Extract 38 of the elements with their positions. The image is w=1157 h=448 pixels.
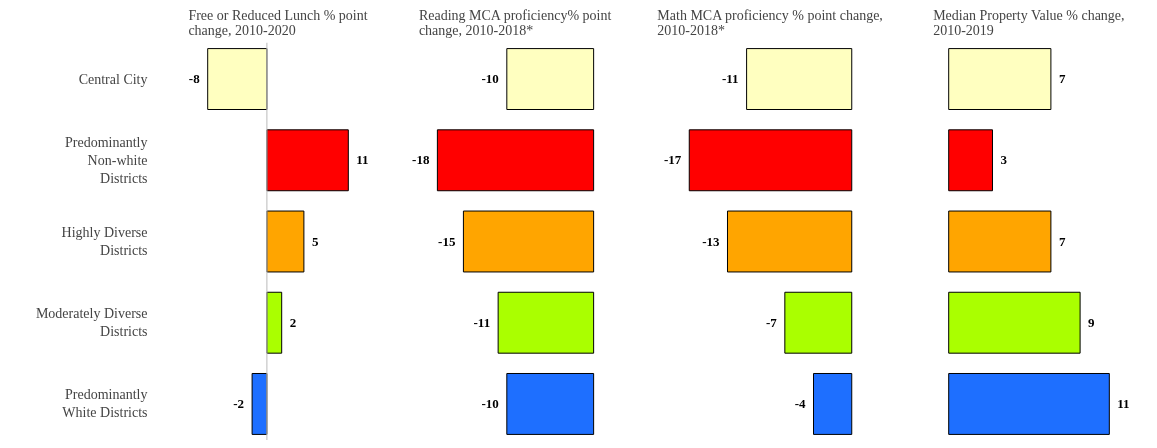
data-label: 11 <box>1117 395 1130 411</box>
data-label: 11 <box>356 152 369 168</box>
data-label: -11 <box>473 314 491 330</box>
bar <box>948 48 1052 111</box>
bar <box>266 129 349 192</box>
data-label: -15 <box>438 233 456 249</box>
chart-title: Free or Reduced Lunch % point change, 2010-2020 <box>188 7 368 38</box>
data-label: 9 <box>1088 314 1096 330</box>
data-label: -4 <box>794 395 807 411</box>
bar <box>251 372 268 435</box>
bar <box>948 210 1052 273</box>
bar <box>948 372 1110 435</box>
data-label: -2 <box>233 395 245 411</box>
data-label: -17 <box>663 152 682 168</box>
bar <box>207 48 268 111</box>
data-label: 5 <box>311 233 319 249</box>
chart-title: Math MCA proficiency % point change, 2010-2018* <box>657 7 883 38</box>
bar <box>948 291 1081 354</box>
y-tick-label: Predominantly White Districts <box>62 387 148 421</box>
data-label: -10 <box>481 395 499 411</box>
data-label: -8 <box>188 71 201 87</box>
data-label: -11 <box>721 71 739 87</box>
chart-title: Median Property Value % change, 2010-2019 <box>933 7 1125 38</box>
data-label: -10 <box>481 71 499 87</box>
data-label: 3 <box>1000 152 1008 168</box>
data-label: 2 <box>289 314 297 330</box>
data-label: 7 <box>1058 233 1066 249</box>
data-label: 7 <box>1058 71 1066 87</box>
y-tick-label: Highly Diverse Districts <box>61 225 148 258</box>
data-label: -18 <box>412 152 430 168</box>
bar <box>948 129 993 192</box>
y-tick-label: Moderately Diverse Districts <box>35 306 148 340</box>
data-label: -7 <box>766 314 778 330</box>
y-tick-label: Central City <box>78 71 148 87</box>
bar <box>266 210 305 273</box>
data-label: -13 <box>702 233 720 249</box>
y-tick-label: Predominantly Non-white Districts <box>65 134 148 186</box>
chart-title: Reading MCA proficiency% point change, 2010-2018* <box>418 7 612 38</box>
